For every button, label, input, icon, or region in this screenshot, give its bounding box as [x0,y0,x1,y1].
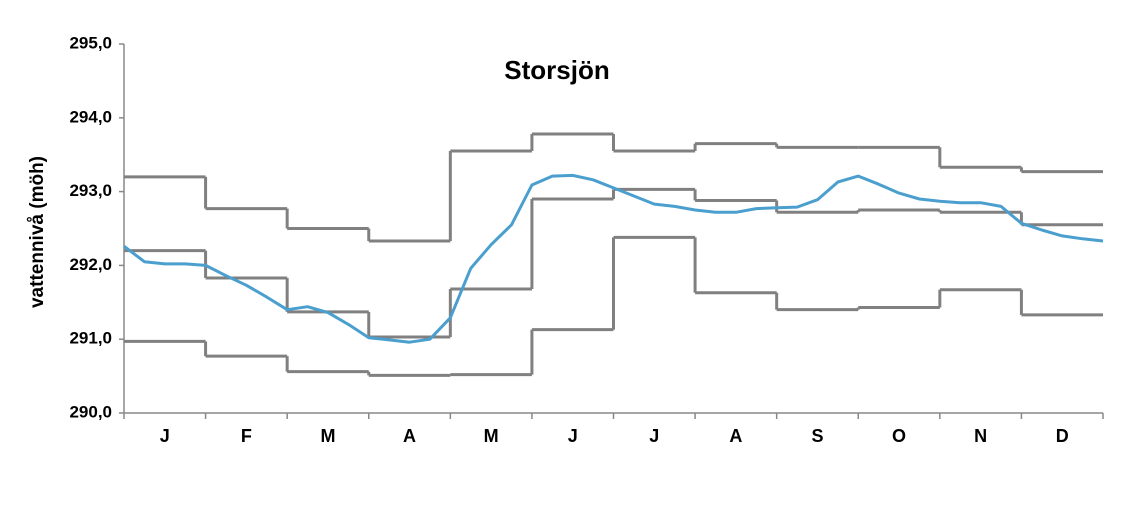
x-tick-label: D [1056,426,1069,446]
y-tick-label: 292,0 [69,255,112,274]
y-tick-label: 294,0 [69,107,112,126]
y-tick-label: 290,0 [69,402,112,421]
chart-title: Storsjön [504,55,609,85]
y-tick-label: 293,0 [69,181,112,200]
x-tick-label: M [320,426,335,446]
y-tick-label: 295,0 [69,33,112,52]
x-tick-label: J [568,426,578,446]
x-tick-label: M [484,426,499,446]
x-tick-label: J [649,426,659,446]
x-tick-label: F [241,426,252,446]
x-tick-label: J [160,426,170,446]
y-axis-label: vattennivå (möh) [27,156,48,308]
x-tick-label: A [729,426,742,446]
data-line [123,173,1104,344]
y-tick-label: 291,0 [69,329,112,348]
x-tick-label: O [892,426,906,446]
x-tick-label: N [974,426,987,446]
x-tick-label: A [403,426,416,446]
x-tick-label: S [811,426,823,446]
